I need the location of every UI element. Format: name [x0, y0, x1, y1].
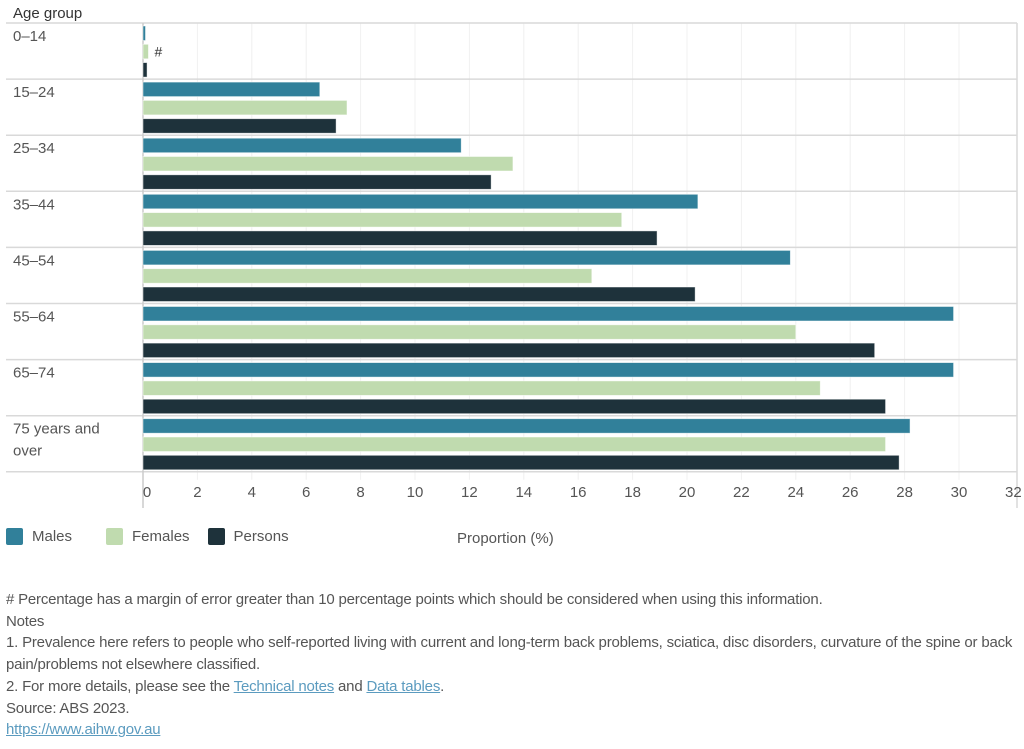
category-label: 35–44 — [13, 196, 55, 213]
bar-persons — [142, 342, 876, 359]
x-tick-label: 2 — [193, 484, 201, 501]
x-axis-title: Proportion (%) — [457, 530, 554, 547]
x-tick-label: 8 — [356, 484, 364, 501]
x-tick-label: 30 — [951, 484, 968, 501]
bar-males — [142, 137, 462, 154]
category-label: 65–74 — [13, 365, 55, 382]
legend-item-persons[interactable]: Persons — [207, 528, 289, 545]
legend-label-persons: Persons — [233, 528, 289, 545]
x-tick-label: 12 — [461, 484, 478, 501]
bar-persons — [142, 286, 696, 302]
bar-males — [142, 249, 791, 266]
hash-note: # Percentage has a margin of error great… — [6, 591, 823, 608]
x-tick-label: 18 — [624, 484, 641, 501]
chart-notes: # Percentage has a margin of error great… — [6, 589, 1021, 741]
note-2-suffix: . — [440, 677, 445, 695]
bar-females — [142, 324, 797, 340]
bar-females — [142, 156, 514, 172]
category-label: 0–14 — [13, 28, 46, 45]
x-tick-label: 0 — [143, 484, 151, 501]
x-tick-label: 22 — [733, 484, 750, 501]
y-axis-title: Age group — [13, 5, 82, 22]
margin-of-error-annotation: # — [154, 43, 162, 59]
bar-persons — [142, 118, 337, 134]
bar-females — [142, 268, 593, 284]
bar-persons — [142, 230, 658, 246]
note-1: 1. Prevalence here refers to people who … — [6, 634, 1013, 674]
legend-swatch-females — [106, 528, 124, 545]
bar-females — [142, 380, 821, 396]
notes-heading: Notes — [6, 612, 45, 630]
x-tick-label: 24 — [787, 484, 804, 501]
x-tick-label: 16 — [570, 484, 587, 501]
data-tables-link[interactable]: Data tables — [366, 677, 441, 695]
x-tick-label: 26 — [842, 484, 859, 501]
technical-notes-link[interactable]: Technical notes — [233, 677, 335, 695]
source-note: Source: ABS 2023. — [6, 699, 130, 717]
bar-males — [142, 25, 146, 41]
bar-males — [142, 362, 954, 378]
bar-females — [142, 43, 149, 60]
bar-males — [142, 418, 911, 434]
x-tick-label: 10 — [407, 484, 424, 501]
x-tick-label: 14 — [515, 484, 532, 501]
bar-persons — [142, 454, 900, 471]
bar-males — [142, 193, 699, 210]
x-tick-label: 6 — [302, 484, 310, 501]
bar-males — [142, 81, 321, 97]
x-tick-label: 20 — [679, 484, 696, 501]
legend-label-males: Males — [32, 528, 73, 545]
x-tick-label: 28 — [896, 484, 913, 501]
legend-swatch-males — [6, 528, 23, 545]
bar-females — [142, 436, 886, 452]
category-label: over — [13, 443, 42, 460]
legend-item-males[interactable]: Males — [6, 528, 72, 545]
bar-persons — [142, 62, 148, 78]
bar-persons — [142, 174, 492, 190]
bar-chart: Age group 0–14 15–24 25–34 35–44 45–54 55–64 65… — [6, 5, 1022, 508]
legend-swatch-persons — [207, 528, 225, 545]
category-label: 75 years and — [13, 421, 100, 438]
note-2-and: and — [334, 677, 367, 695]
note-2: 2. For more details, please see the Tech… — [6, 676, 1021, 698]
category-label: 55–64 — [13, 309, 55, 326]
category-label: 15–24 — [13, 84, 55, 101]
bar-persons — [142, 398, 886, 415]
legend-item-females[interactable]: Females — [106, 528, 190, 545]
legend: Males Females Persons — [6, 528, 307, 545]
bar-females — [142, 100, 348, 116]
legend-label-females: Females — [132, 528, 190, 545]
note-2-prefix: 2. For more details, please see the — [6, 677, 234, 695]
bar-males — [142, 306, 954, 322]
bar-females — [142, 212, 623, 228]
x-tick-label: 4 — [248, 484, 256, 501]
x-tick-label: 32 — [1005, 484, 1022, 501]
category-label: 45–54 — [13, 252, 55, 269]
aihw-url-link[interactable]: https://www.aihw.gov.au — [6, 721, 161, 739]
category-label: 25–34 — [13, 140, 55, 157]
